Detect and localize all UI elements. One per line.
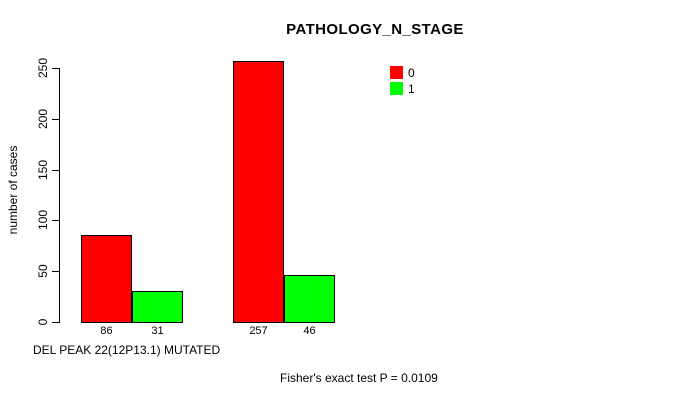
legend-swatch: [390, 82, 403, 95]
bar-series-1-group-2: [284, 275, 335, 323]
y-axis-tick: [52, 271, 60, 272]
y-axis-tick: [52, 68, 60, 69]
bar-series-0-group-1: [81, 235, 132, 323]
chart-title: PATHOLOGY_N_STAGE: [286, 21, 464, 38]
y-axis-tick-label: 100: [36, 209, 50, 231]
y-axis-tick-label: 200: [36, 108, 50, 130]
legend-entry: 1: [390, 81, 415, 96]
y-axis-line: [59, 68, 60, 323]
y-axis-tick-label: 0: [36, 318, 50, 326]
y-axis-tick-label: 150: [36, 159, 50, 181]
legend-entry: 0: [390, 65, 415, 80]
y-axis-tick: [52, 170, 60, 171]
y-axis-tick: [52, 119, 60, 120]
bar-value-label: 46: [303, 325, 316, 337]
bar-series-0-group-2: [233, 61, 284, 323]
bar-value-label: 257: [249, 325, 268, 337]
legend-swatch: [390, 66, 403, 79]
x-axis-title: DEL PEAK 22(12P13.1) MUTATED: [33, 343, 221, 357]
fisher-test-annotation: Fisher's exact test P = 0.0109: [280, 371, 438, 385]
bar-value-label: 31: [151, 325, 164, 337]
y-axis-tick-label: 50: [36, 264, 50, 278]
bar-series-1-group-1: [132, 291, 183, 323]
legend-label: 0: [408, 65, 415, 80]
legend-label: 1: [408, 81, 415, 96]
y-axis-title: number of cases: [6, 145, 20, 235]
y-axis-tick: [52, 220, 60, 221]
y-axis-tick-label: 250: [36, 57, 50, 79]
y-axis-tick: [52, 322, 60, 323]
bar-value-label: 86: [100, 325, 113, 337]
